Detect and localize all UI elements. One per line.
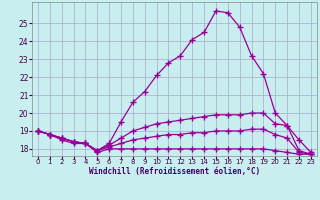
X-axis label: Windchill (Refroidissement éolien,°C): Windchill (Refroidissement éolien,°C): [89, 167, 260, 176]
